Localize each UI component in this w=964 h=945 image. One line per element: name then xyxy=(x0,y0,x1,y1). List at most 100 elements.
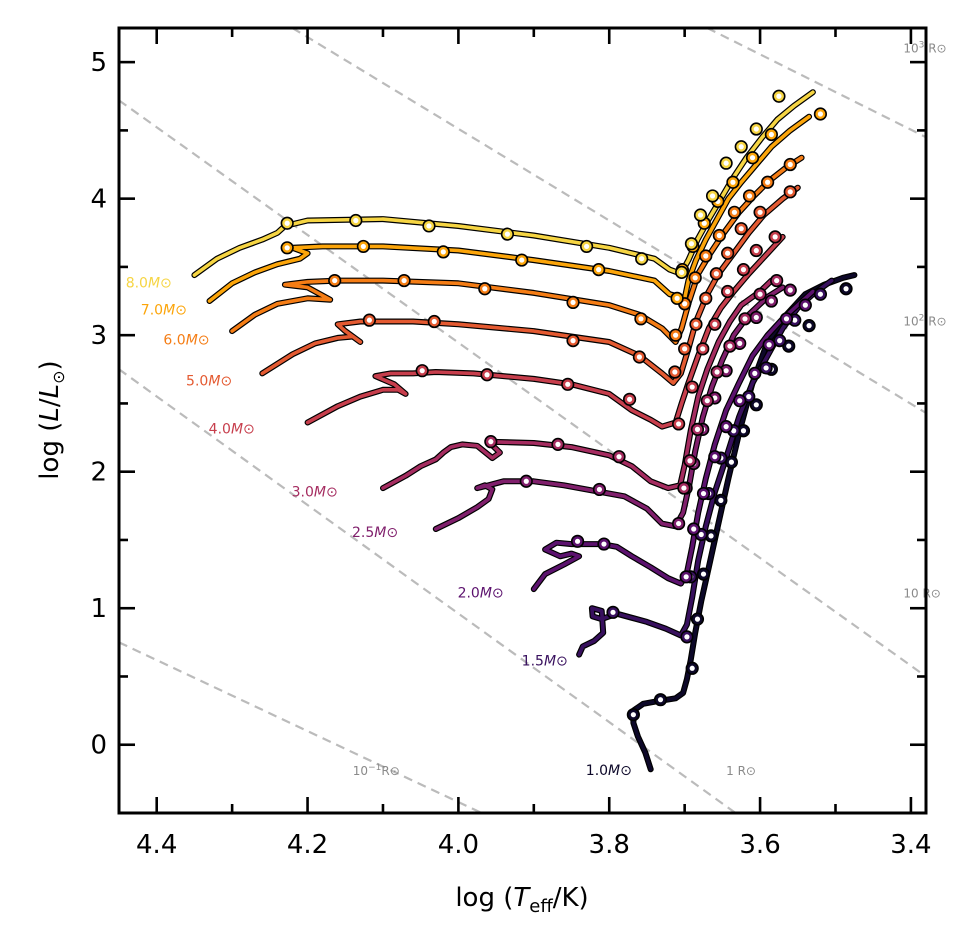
track-marker-5p0 xyxy=(783,185,797,199)
track-marker-5p0 xyxy=(668,365,682,379)
mass-label-2p0: 2.0M⊙ xyxy=(458,585,504,601)
track-marker-6p0 xyxy=(727,205,742,219)
y-axis-title: log (L/L⊙) xyxy=(35,360,68,479)
track-marker-4p0 xyxy=(480,368,494,382)
track-marker-3p0 xyxy=(723,339,737,353)
track-marker-3p0 xyxy=(690,422,705,436)
y-tick-label: 5 xyxy=(90,48,107,78)
track-marker-5p0 xyxy=(566,334,580,348)
mass-label-1p5: 1.5M⊙ xyxy=(522,654,568,670)
track-marker-8p0 xyxy=(349,213,363,228)
mass-label-6p0: 6.0M⊙ xyxy=(163,333,209,349)
track-marker-1p5 xyxy=(773,334,787,348)
x-tick-label: 3.8 xyxy=(589,830,630,860)
x-tick-label: 4.4 xyxy=(136,830,177,860)
mass-label-5p0: 5.0M⊙ xyxy=(186,374,232,390)
mass-label-3p0: 3.0M⊙ xyxy=(292,484,338,500)
track-marker-1p5 xyxy=(759,361,773,375)
track-marker-8p0 xyxy=(772,89,786,103)
track-marker-4p0 xyxy=(561,377,575,391)
track-marker-2p5 xyxy=(592,482,607,497)
track-marker-3p0 xyxy=(677,481,691,495)
track-marker-4p0 xyxy=(768,230,782,244)
track-marker-7p0 xyxy=(515,253,529,267)
track-marker-1p5 xyxy=(680,630,694,644)
track-marker-5p0 xyxy=(721,246,735,260)
track-marker-2p0 xyxy=(597,537,611,551)
radius-line-2 xyxy=(119,99,926,678)
radius-label-10: 10 R⊙ xyxy=(903,586,941,600)
track-marker-3p0 xyxy=(551,437,565,451)
track-marker-6p0 xyxy=(397,273,411,288)
track-marker-8p0 xyxy=(422,219,436,233)
track-marker-7p0 xyxy=(726,175,740,189)
track-marker-2p0 xyxy=(779,312,794,326)
mass-labels: 1.0M⊙ 1.5M⊙ 2.0M⊙ 2.5M⊙ 3.0M⊙ 4.0M⊙ 5.0M… xyxy=(126,275,632,778)
track-marker-3p0 xyxy=(753,287,767,301)
track-marker-8p0 xyxy=(693,208,708,222)
track-marker-1p0 xyxy=(690,612,705,626)
track-marker-1p0 xyxy=(714,493,728,507)
track-marker-6p0 xyxy=(688,271,702,285)
radius-line-1 xyxy=(119,368,738,813)
track-marker-1p5 xyxy=(606,605,620,619)
track-marker-6p0 xyxy=(742,189,757,203)
track-marker-8p0 xyxy=(635,252,649,266)
track-marker-8p0 xyxy=(705,189,720,203)
track-marker-4p0 xyxy=(622,392,637,406)
track-marker-8p0 xyxy=(719,156,733,170)
track-marker-2p5 xyxy=(519,474,533,488)
x-tick-label: 3.6 xyxy=(739,830,780,860)
track-marker-8p0 xyxy=(749,122,763,136)
track-marker-5p0 xyxy=(362,313,376,327)
radius-label-1000: 103 R⊙ xyxy=(903,41,946,56)
track-marker-6p0 xyxy=(783,157,797,172)
track-marker-5p0 xyxy=(632,350,647,364)
track-marker-4p0 xyxy=(415,364,429,378)
track-3p0 xyxy=(381,278,774,490)
radius-line-3 xyxy=(291,28,926,414)
x-tick-label: 4.0 xyxy=(438,830,479,860)
mass-label-2p5: 2.5M⊙ xyxy=(352,525,398,541)
track-marker-2p0 xyxy=(748,366,762,381)
track-marker-6p0 xyxy=(699,249,713,263)
track-marker-2p5 xyxy=(672,516,686,531)
track-marker-3p0 xyxy=(770,273,784,288)
x-tick-labels: 4.4 4.2 4.0 3.8 3.6 3.4 xyxy=(136,830,932,860)
track-marker-6p0 xyxy=(478,282,492,296)
track-marker-2p0 xyxy=(733,394,747,408)
track-marker-4p0 xyxy=(696,342,710,356)
track-marker-3p0 xyxy=(710,365,724,379)
y-tick-label: 3 xyxy=(90,321,107,351)
x-axis-title: log (Teff/K) xyxy=(455,883,588,917)
track-marker-6p0 xyxy=(761,175,775,189)
track-marker-2p0 xyxy=(708,450,722,464)
track-marker-3p0 xyxy=(738,312,752,326)
radius-lines xyxy=(119,28,926,813)
track-marker-4p0 xyxy=(736,263,751,277)
track-marker-4p0 xyxy=(708,317,722,331)
radius-label-1: 1 R⊙ xyxy=(726,764,756,778)
track-marker-8p0 xyxy=(500,227,515,241)
y-tick-label: 1 xyxy=(90,594,107,624)
track-marker-6p0 xyxy=(634,312,648,326)
track-marker-8p0 xyxy=(580,239,594,254)
mass-label-1p0: 1.0M⊙ xyxy=(586,763,632,779)
track-marker-1p0 xyxy=(653,693,668,707)
track-marker-7p0 xyxy=(670,291,684,305)
track-marker-4p0 xyxy=(672,417,686,431)
radius-line-0 xyxy=(119,641,485,813)
track-marker-3p0 xyxy=(612,450,626,464)
mass-label-4p0: 4.0M⊙ xyxy=(209,421,255,437)
radius-label-0p1: 10−1R⊙ xyxy=(353,763,400,778)
track-marker-6p0 xyxy=(566,295,580,310)
track-marker-7p0 xyxy=(436,245,450,259)
track-marker-8p0 xyxy=(734,140,748,154)
track-marker-7p0 xyxy=(745,151,760,165)
track-marker-2p0 xyxy=(679,570,693,584)
plot-frame xyxy=(117,26,928,815)
track-marker-1p0 xyxy=(839,282,853,296)
track-marker-8p0 xyxy=(684,237,699,251)
track-marker-4p0 xyxy=(721,284,735,299)
